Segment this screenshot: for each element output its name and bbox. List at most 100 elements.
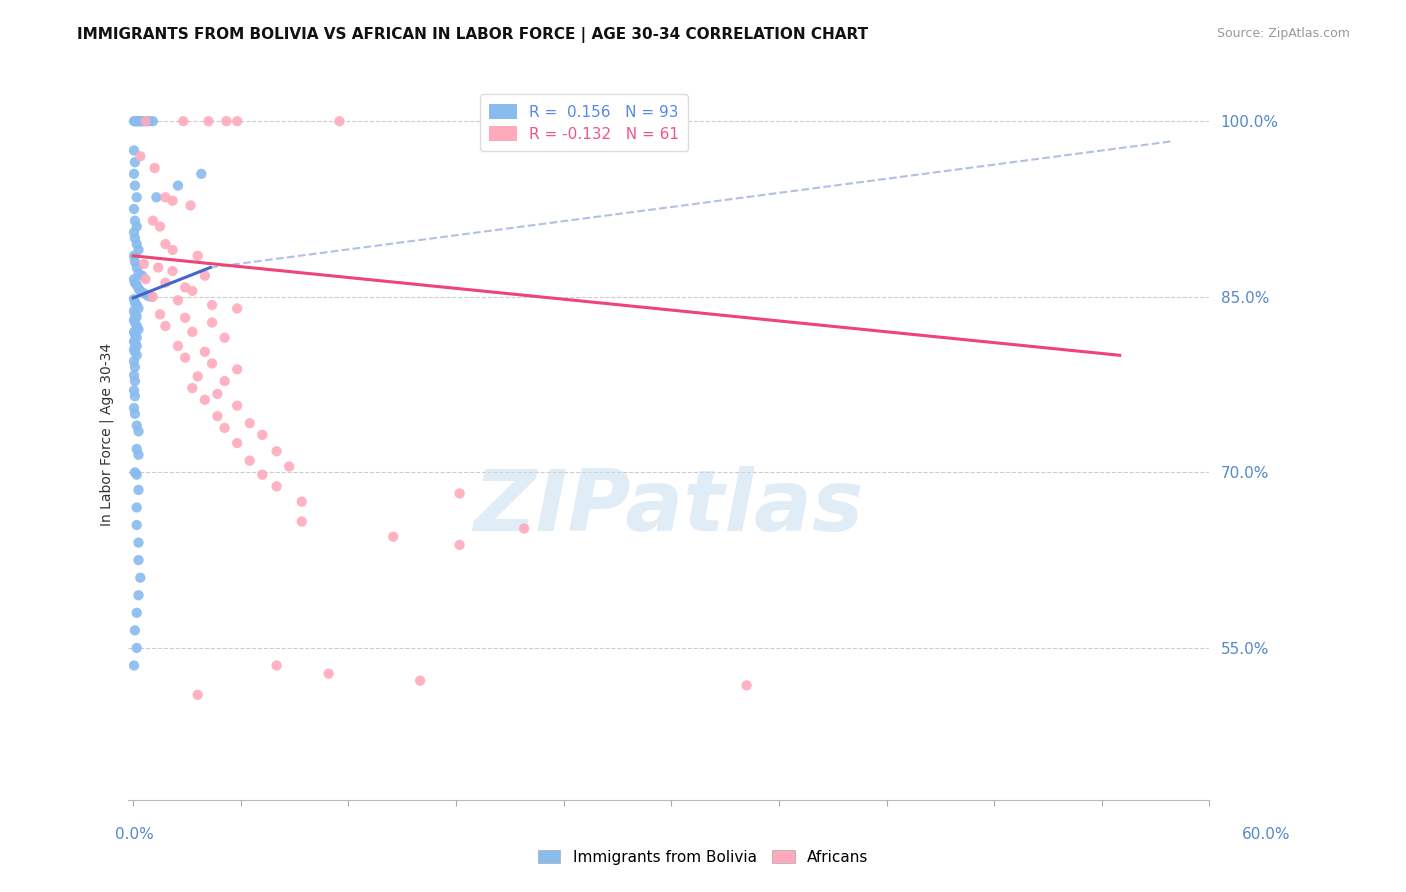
Point <box>129 284 152 298</box>
Point <box>125 500 148 515</box>
Point <box>226 114 249 128</box>
Point <box>142 114 165 128</box>
Point <box>128 114 150 128</box>
Point <box>174 351 197 365</box>
Point <box>190 167 212 181</box>
Point <box>138 114 160 128</box>
Point <box>214 421 236 435</box>
Text: 0.0%: 0.0% <box>115 827 155 841</box>
Point <box>124 336 146 351</box>
Point <box>135 114 157 128</box>
Point <box>239 416 262 430</box>
Point <box>226 399 249 413</box>
Point <box>122 202 145 216</box>
Point <box>167 293 190 308</box>
Point <box>162 264 184 278</box>
Point <box>122 226 145 240</box>
Point <box>143 161 166 175</box>
Point <box>449 486 471 500</box>
Point <box>124 389 146 403</box>
Point <box>125 339 148 353</box>
Point <box>125 518 148 533</box>
Point <box>194 268 217 283</box>
Point <box>252 428 274 442</box>
Point <box>174 310 197 325</box>
Point <box>135 114 157 128</box>
Point <box>132 286 155 301</box>
Point <box>735 678 758 692</box>
Point <box>125 190 148 204</box>
Point <box>125 237 148 252</box>
Point <box>174 280 197 294</box>
Point <box>172 114 194 128</box>
Point <box>128 448 150 462</box>
Point <box>124 466 146 480</box>
Point <box>124 407 146 421</box>
Point <box>142 213 165 227</box>
Point <box>291 494 314 508</box>
Point <box>124 178 146 193</box>
Point <box>252 467 274 482</box>
Point <box>214 331 236 345</box>
Point <box>201 298 224 312</box>
Point <box>124 374 146 388</box>
Point <box>226 436 249 450</box>
Point <box>122 167 145 181</box>
Point <box>128 535 150 549</box>
Point <box>124 155 146 169</box>
Point <box>201 316 224 330</box>
Point <box>128 553 150 567</box>
Point <box>291 515 314 529</box>
Point <box>124 307 146 321</box>
Point <box>180 198 202 212</box>
Point <box>122 303 145 318</box>
Point <box>122 325 145 339</box>
Point <box>122 401 145 415</box>
Point <box>149 219 172 234</box>
Point <box>226 301 249 316</box>
Point <box>128 425 150 439</box>
Point <box>124 344 146 359</box>
Point <box>122 144 145 158</box>
Point <box>122 114 145 128</box>
Point <box>124 213 146 227</box>
Point <box>125 219 148 234</box>
Point <box>449 538 471 552</box>
Point <box>125 467 148 482</box>
Point <box>129 571 152 585</box>
Point <box>318 666 340 681</box>
Point <box>122 658 145 673</box>
Point <box>122 384 145 398</box>
Point <box>128 322 150 336</box>
Point <box>124 114 146 128</box>
Point <box>181 325 204 339</box>
Point <box>122 272 145 286</box>
Point <box>124 231 146 245</box>
Point <box>122 343 145 357</box>
Text: Source: ZipAtlas.com: Source: ZipAtlas.com <box>1216 27 1350 40</box>
Point <box>155 276 177 290</box>
Y-axis label: In Labor Force | Age 30-34: In Labor Force | Age 30-34 <box>100 343 114 526</box>
Point <box>382 530 405 544</box>
Point <box>129 149 152 163</box>
Point <box>125 418 148 433</box>
Text: 60.0%: 60.0% <box>1243 827 1291 841</box>
Point <box>125 278 148 293</box>
Point <box>162 243 184 257</box>
Point <box>125 442 148 456</box>
Point <box>266 444 288 458</box>
Point <box>128 266 150 280</box>
Point <box>207 387 229 401</box>
Legend: R =  0.156   N = 93, R = -0.132   N = 61: R = 0.156 N = 93, R = -0.132 N = 61 <box>479 95 688 151</box>
Point <box>122 292 145 306</box>
Point <box>409 673 432 688</box>
Point <box>148 260 170 275</box>
Point <box>215 114 238 128</box>
Point <box>197 114 219 128</box>
Point <box>125 348 148 362</box>
Point <box>122 354 145 368</box>
Point <box>187 369 209 384</box>
Point <box>124 276 146 290</box>
Point <box>145 190 167 204</box>
Point <box>122 249 145 263</box>
